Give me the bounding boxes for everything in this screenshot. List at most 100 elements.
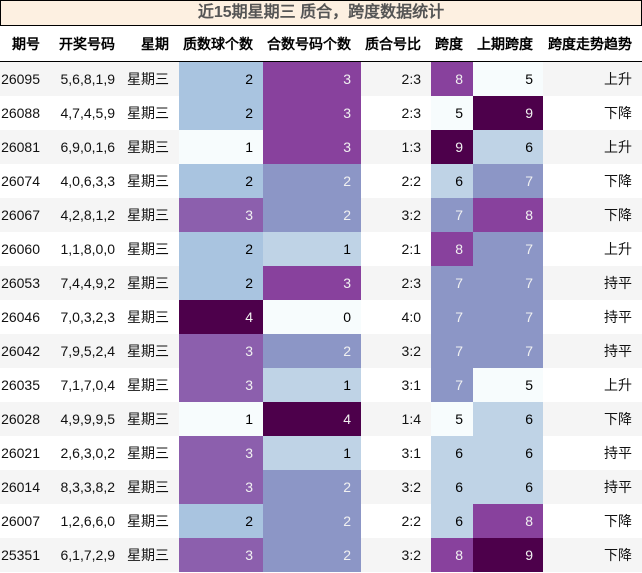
cell-prev-span: 5 — [473, 61, 543, 96]
cell-composite: 2 — [263, 470, 361, 504]
cell-span: 6 — [431, 164, 473, 198]
cell-prev-span: 6 — [473, 470, 543, 504]
cell-trend: 持平 — [543, 470, 642, 504]
cell-numbers: 4,0,6,3,3 — [60, 173, 116, 189]
cell-trend: 下降 — [604, 105, 632, 121]
cell-composite: 3 — [263, 130, 361, 164]
cell-trend: 上升 — [543, 130, 642, 164]
cell-issue: 26042 — [0, 334, 50, 368]
table-row: 26067 4,2,8,1,2 星期三 3 2 3:2 7 8 下降 — [0, 198, 642, 232]
cell-prev-span: 6 — [473, 436, 543, 470]
cell-ratio: 4:0 — [401, 309, 421, 325]
cell-trend: 下降 — [604, 173, 632, 189]
cell-prime: 2 — [179, 266, 263, 300]
table-row: 26095 5,6,8,1,9 星期三 2 3 2:3 8 5 上升 — [0, 61, 642, 96]
cell-composite: 2 — [263, 164, 361, 198]
cell-composite: 4 — [263, 402, 361, 436]
table-row: 26088 4,7,4,5,9 星期三 2 3 2:3 5 9 下降 — [0, 96, 642, 130]
cell-issue: 26095 — [0, 61, 50, 96]
cell-weekday: 星期三 — [127, 445, 169, 461]
cell-prime: 3 — [179, 334, 263, 368]
cell-ratio: 3:2 — [361, 470, 431, 504]
header-issue: 期号 — [0, 26, 50, 62]
header-span: 跨度 — [431, 26, 473, 62]
cell-trend: 持平 — [604, 309, 632, 325]
cell-trend: 下降 — [543, 538, 642, 572]
cell-weekday: 星期三 — [127, 105, 169, 121]
cell-span: 9 — [431, 130, 473, 164]
cell-weekday: 星期三 — [125, 61, 179, 96]
cell-ratio: 2:3 — [401, 105, 421, 121]
table-row: 26021 2,6,3,0,2 星期三 3 1 3:1 6 6 持平 — [0, 436, 642, 470]
cell-trend: 持平 — [604, 445, 632, 461]
header-trend: 跨度走势趋势 — [543, 26, 642, 62]
cell-span: 7 — [431, 368, 473, 402]
cell-composite: 2 — [263, 504, 361, 538]
table-row: 26046 7,0,3,2,3 星期三 4 0 4:0 7 7 持平 — [0, 300, 642, 334]
cell-span: 7 — [431, 198, 473, 232]
cell-numbers: 2,6,3,0,2 — [60, 445, 116, 461]
cell-weekday: 星期三 — [127, 173, 169, 189]
cell-issue: 26074 — [1, 173, 40, 189]
cell-numbers: 1,1,8,0,0 — [60, 241, 116, 257]
cell-prime: 1 — [179, 130, 263, 164]
cell-prime: 2 — [179, 232, 263, 266]
cell-span: 6 — [431, 436, 473, 470]
header-weekday: 星期 — [125, 26, 179, 62]
cell-trend: 下降 — [604, 513, 632, 529]
cell-trend: 上升 — [604, 377, 632, 393]
cell-composite: 3 — [263, 61, 361, 96]
cell-span: 8 — [431, 232, 473, 266]
header-row: 期号 开奖号码 星期 质数球个数 合数号码个数 质合号比 跨度 上期跨度 跨度走… — [0, 26, 642, 62]
cell-trend: 持平 — [543, 334, 642, 368]
cell-weekday: 星期三 — [125, 130, 179, 164]
cell-trend: 上升 — [604, 241, 632, 257]
table-row: 26060 1,1,8,0,0 星期三 2 1 2:1 8 7 上升 — [0, 232, 642, 266]
header-composite: 合数号码个数 — [263, 26, 361, 62]
header-prime: 质数球个数 — [179, 26, 263, 62]
cell-prime: 1 — [179, 402, 263, 436]
cell-numbers: 6,1,7,2,9 — [50, 538, 125, 572]
cell-span: 7 — [431, 334, 473, 368]
cell-composite: 1 — [263, 232, 361, 266]
cell-issue: 26014 — [0, 470, 50, 504]
cell-composite: 0 — [263, 300, 361, 334]
cell-prev-span: 9 — [473, 96, 543, 130]
table-row: 26042 7,9,5,2,4 星期三 3 2 3:2 7 7 持平 — [0, 334, 642, 368]
cell-numbers: 7,0,3,2,3 — [60, 309, 116, 325]
cell-prime: 2 — [179, 164, 263, 198]
cell-prev-span: 5 — [473, 368, 543, 402]
cell-prev-span: 6 — [473, 130, 543, 164]
cell-ratio: 2:2 — [401, 513, 421, 529]
cell-weekday: 星期三 — [125, 538, 179, 572]
cell-weekday: 星期三 — [127, 513, 169, 529]
cell-trend: 下降 — [543, 402, 642, 436]
stats-table: 期号 开奖号码 星期 质数球个数 合数号码个数 质合号比 跨度 上期跨度 跨度走… — [0, 26, 642, 572]
cell-composite: 3 — [263, 96, 361, 130]
cell-ratio: 1:3 — [361, 130, 431, 164]
cell-prime: 3 — [179, 198, 263, 232]
cell-issue: 26081 — [0, 130, 50, 164]
cell-prev-span: 8 — [473, 198, 543, 232]
cell-ratio: 3:2 — [361, 198, 431, 232]
cell-weekday: 星期三 — [125, 334, 179, 368]
cell-span: 6 — [431, 504, 473, 538]
cell-span: 6 — [431, 470, 473, 504]
cell-ratio: 2:3 — [361, 61, 431, 96]
cell-prev-span: 7 — [473, 232, 543, 266]
cell-weekday: 星期三 — [125, 470, 179, 504]
cell-composite: 3 — [263, 266, 361, 300]
cell-ratio: 2:2 — [401, 173, 421, 189]
cell-ratio: 2:1 — [401, 241, 421, 257]
cell-span: 7 — [431, 266, 473, 300]
cell-span: 5 — [431, 96, 473, 130]
cell-prime: 2 — [179, 504, 263, 538]
table-row: 25351 6,1,7,2,9 星期三 3 2 3:2 8 9 下降 — [0, 538, 642, 572]
cell-numbers: 8,3,3,8,2 — [50, 470, 125, 504]
cell-ratio: 3:1 — [401, 377, 421, 393]
cell-prev-span: 7 — [473, 164, 543, 198]
cell-prev-span: 9 — [473, 538, 543, 572]
cell-weekday: 星期三 — [125, 402, 179, 436]
table-row: 26035 7,1,7,0,4 星期三 3 1 3:1 7 5 上升 — [0, 368, 642, 402]
cell-issue: 26028 — [0, 402, 50, 436]
